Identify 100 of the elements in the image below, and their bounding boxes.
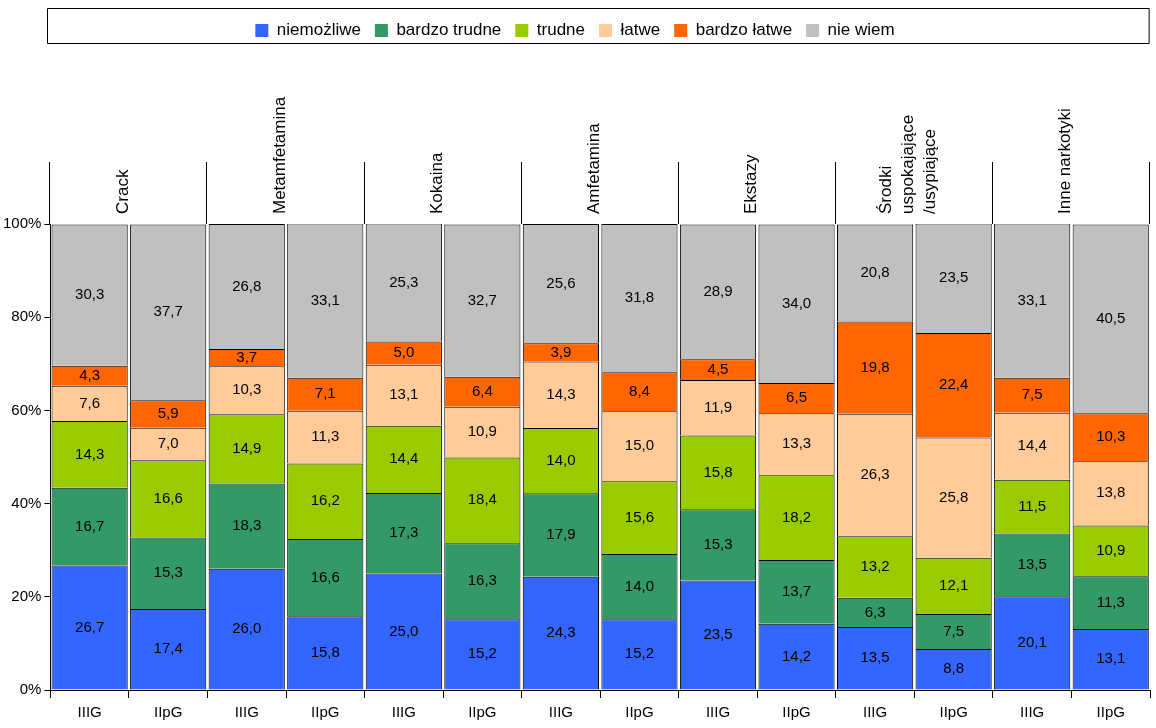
data-label: 17,4 <box>153 639 183 657</box>
y-tick-label: 20% <box>11 586 42 604</box>
data-label: 20,1 <box>1017 633 1047 651</box>
x-tick-label: IIIG <box>1020 703 1045 721</box>
data-label: 10,3 <box>1096 427 1126 445</box>
data-label: 25,8 <box>939 487 969 505</box>
data-label: 10,9 <box>1096 541 1126 559</box>
legend-label: bardzo łatwe <box>695 20 793 40</box>
y-tick-label: 100% <box>2 214 42 232</box>
data-label: 22,4 <box>939 375 969 393</box>
data-label: 12,1 <box>939 575 969 593</box>
data-label: 14,3 <box>546 384 576 402</box>
x-tick-label: IIIG <box>548 703 573 721</box>
data-label: 11,5 <box>1018 496 1047 514</box>
data-label: 10,3 <box>232 380 262 398</box>
data-label: 30,3 <box>75 285 105 303</box>
data-label: 25,6 <box>546 273 576 291</box>
text: Kokaina <box>426 152 446 214</box>
data-label: 31,8 <box>624 288 655 306</box>
x-tick-label: IIpG <box>939 703 968 721</box>
y-tick-label: 0% <box>19 680 42 698</box>
data-label: 4,5 <box>707 359 729 377</box>
data-label: 26,8 <box>232 276 262 294</box>
x-tick-label: IIpG <box>625 703 654 721</box>
data-label: 34,0 <box>781 293 812 311</box>
text: Crack <box>112 169 132 214</box>
data-label: 14,3 <box>75 444 105 462</box>
x-tick-label: IIpG <box>1096 703 1125 721</box>
data-label: 15,8 <box>703 462 733 480</box>
x-tick-label: IIIG <box>391 703 416 721</box>
data-label: 5,9 <box>157 404 179 422</box>
data-label: 6,5 <box>786 388 807 406</box>
data-label: 13,2 <box>860 557 890 575</box>
data-label: 15,2 <box>467 644 497 662</box>
data-label: 15,6 <box>624 507 655 525</box>
data-label: 26,0 <box>232 619 262 637</box>
x-tick-label: IIpG <box>311 703 340 721</box>
data-label: 17,9 <box>546 525 576 543</box>
data-label: 15,3 <box>153 563 183 581</box>
data-label: 8,4 <box>629 381 650 399</box>
data-label: 28,9 <box>703 281 733 299</box>
data-label: 13,1 <box>389 385 419 403</box>
data-label: 13,5 <box>1017 555 1047 573</box>
x-tick-label: IIIG <box>77 703 102 721</box>
data-label: 15,3 <box>703 534 733 552</box>
data-label: 6,3 <box>864 602 886 620</box>
data-label: 32,7 <box>467 290 497 308</box>
data-label: 13,1 <box>1096 649 1126 667</box>
x-tick-label: IIIG <box>234 703 259 721</box>
x-tick-label: IIIG <box>705 703 731 721</box>
legend-label: niemożliwe <box>276 20 361 40</box>
text: Amfetamina <box>583 122 603 214</box>
data-label: 3,9 <box>550 342 572 360</box>
data-label: 18,2 <box>781 507 812 525</box>
data-label: 15,0 <box>624 436 655 454</box>
data-label: 19,8 <box>860 357 890 375</box>
data-label: 25,3 <box>389 272 419 290</box>
data-label: 14,4 <box>389 449 419 467</box>
data-label: 7,5 <box>1021 385 1043 403</box>
data-label: 14,2 <box>781 646 812 664</box>
data-label: 14,0 <box>546 450 576 468</box>
data-label: 10,9 <box>467 422 497 440</box>
data-label: 16,7 <box>75 516 105 534</box>
data-label: 18,4 <box>467 490 497 508</box>
text: Środki uspokajające /usypiające <box>876 114 940 214</box>
data-label: 7,5 <box>943 621 965 639</box>
legend-label: bardzo trudne <box>396 20 502 40</box>
data-label: 3,7 <box>236 347 258 365</box>
legend-label: trudne <box>536 20 586 40</box>
y-tick-label: 40% <box>11 493 42 511</box>
data-label: 37,7 <box>153 302 183 320</box>
x-tick-label: IIIG <box>863 703 888 721</box>
y-tick-label: 60% <box>11 400 42 418</box>
data-label: 11,3 <box>1096 592 1125 610</box>
data-label: 8,8 <box>943 659 965 677</box>
data-label: 26,7 <box>75 617 105 635</box>
data-label: 23,5 <box>939 268 969 286</box>
data-label: 26,3 <box>860 465 890 483</box>
data-label: 16,3 <box>467 571 497 589</box>
data-label: 15,8 <box>310 643 340 661</box>
data-label: 15,2 <box>624 644 655 662</box>
x-tick-label: IIpG <box>782 703 811 721</box>
data-label: 11,9 <box>703 397 733 415</box>
data-label: 23,5 <box>703 625 733 643</box>
text: Ekstazy <box>740 153 760 214</box>
data-label: 25,0 <box>389 621 419 639</box>
data-label: 11,3 <box>311 427 340 445</box>
x-tick-label: IIpG <box>468 703 497 721</box>
data-label: 33,1 <box>310 290 340 308</box>
x-tick-label: IIpG <box>154 703 183 721</box>
data-label: 20,8 <box>860 263 890 281</box>
data-label: 14,0 <box>624 576 655 594</box>
data-label: 16,6 <box>310 567 340 585</box>
data-label: 4,3 <box>79 365 101 383</box>
y-tick-label: 80% <box>11 307 42 325</box>
data-label: 40,5 <box>1096 308 1126 326</box>
data-label: 14,9 <box>232 438 262 456</box>
data-label: 5,0 <box>393 343 415 361</box>
data-label: 13,3 <box>781 434 812 452</box>
text: Inne narkotyki <box>1055 108 1075 214</box>
